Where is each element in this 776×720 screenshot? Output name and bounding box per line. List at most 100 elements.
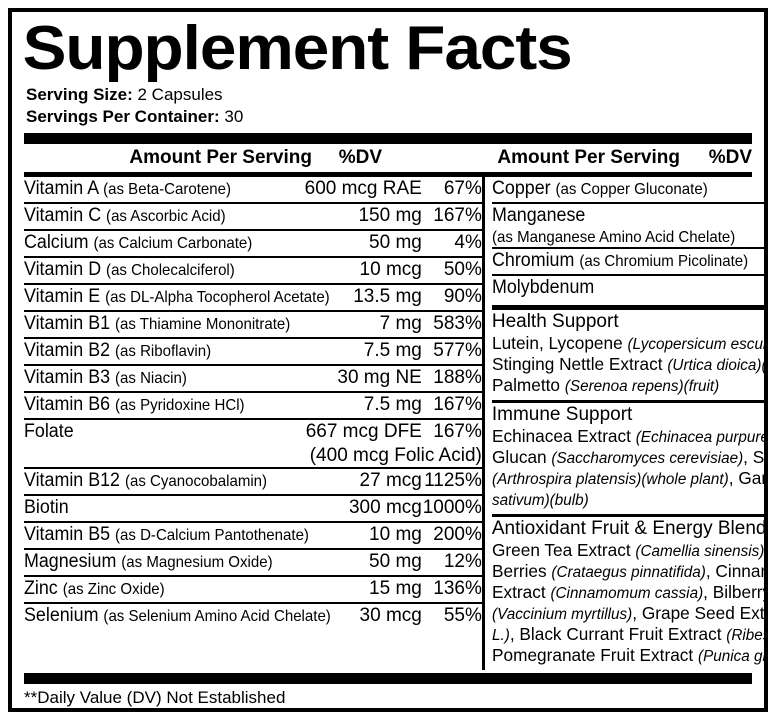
nutrient-percent-dv: 200% <box>433 523 482 545</box>
nutrient-percent-dv: 167% <box>433 393 482 415</box>
nutrient-row: Folate 667 mcg DFE 167% <box>24 420 482 445</box>
percent-dv-label-right: %DV <box>708 146 752 168</box>
nutrient-amount: 50 mg <box>369 550 422 572</box>
rule-above-footnote <box>24 672 752 684</box>
servings-per-container-value: 30 <box>224 107 244 127</box>
nutrient-amount: 15 mg <box>369 577 422 599</box>
nutrient-row: Zinc (as Zinc Oxide) 15 mg 136% <box>24 577 482 604</box>
nutrient-row: Copper (as Copper Gluconate)2 mg222% <box>491 177 764 204</box>
nutrient-amount: 120 mcg <box>764 250 768 272</box>
nutrient-percent-dv: 67% <box>443 177 482 199</box>
nutrient-amount: 10 mcg <box>359 258 422 280</box>
nutrient-percent-dv: 583% <box>433 312 482 334</box>
serving-size-line: Serving Size: 2 Capsules <box>26 84 764 106</box>
header-gap <box>382 144 394 172</box>
nutrient-name: Molybdenum <box>491 277 595 299</box>
nutrient-amount: 150 mg <box>358 204 422 226</box>
servings-per-container-label: Servings Per Container: <box>26 107 220 127</box>
nutrient-row-group: Manganese2 mg87%(as Manganese Amino Acid… <box>491 204 764 250</box>
nutrient-name: Manganese <box>491 204 586 226</box>
nutrient-row: Vitamin B2 (as Riboflavin) 7.5 mg 577% <box>24 339 482 366</box>
nutrient-percent-dv: 90% <box>443 285 482 307</box>
nutrient-percent-dv: 136% <box>433 577 482 599</box>
blend-ingredients: Green Tea Extract (Camellia sinensis)(le… <box>491 540 768 665</box>
nutrient-row: Vitamin B1 (as Thiamine Mononitrate) 7 mg… <box>24 312 482 339</box>
nutrient-name: Vitamin B6 (as Pyridoxine HCl) <box>24 393 245 415</box>
nutrient-row: Vitamin D (as Cholecalciferol) 10 mcg 50% <box>24 258 482 285</box>
nutrient-name: Vitamin E (as DL-Alpha Tocopherol Acetat… <box>24 285 330 307</box>
nutrient-name: Vitamin B1 (as Thiamine Mononitrate) <box>24 312 291 334</box>
nutrient-row: Vitamin B5 (as D-Calcium Pantothenate) 10… <box>24 523 482 550</box>
nutrient-percent-dv: 55% <box>443 604 482 626</box>
nutrient-name: Vitamin A (as Beta-Carotene) <box>24 177 232 199</box>
rule-thick-top <box>24 132 752 144</box>
blend-header: Antioxidant Fruit & Energy Blend190mg** <box>491 517 767 540</box>
serving-info: Serving Size: 2 Capsules Servings Per Co… <box>12 80 764 131</box>
nutrient-amount: 7 mg <box>379 312 422 334</box>
amount-per-serving-label-left: Amount Per Serving <box>129 146 312 168</box>
nutrient-percent-dv: 1000% <box>422 496 482 518</box>
nutrient-name: Biotin <box>24 496 69 518</box>
rule-under-headers <box>24 171 752 177</box>
rule-above-blends <box>491 305 764 311</box>
nutrient-row: Vitamin B12 (as Cyanocobalamin) 27 mcg 112… <box>24 469 482 496</box>
amount-per-serving-label-right: Amount Per Serving <box>497 146 680 168</box>
daily-value-footnote: **Daily Value (DV) Not Established <box>24 687 286 707</box>
nutrient-subline: (as Manganese Amino Acid Chelate) <box>491 228 736 246</box>
nutrient-column-left: Vitamin A (as Beta-Carotene) 600 mcg RAE 6… <box>24 177 482 670</box>
nutrient-row: Vitamin C (as Ascorbic Acid) 150 mg 167% <box>24 204 482 231</box>
nutrient-row: Vitamin A (as Beta-Carotene) 600 mcg RAE 6… <box>24 177 482 204</box>
nutrient-amount: 13.5 mg <box>353 285 422 307</box>
nutrient-subline: (400 mcg Folic Acid) <box>309 444 482 466</box>
nutrient-row: Chromium (as Chromium Picolinate) 120 mcg… <box>491 249 768 277</box>
nutrient-name: Vitamin B2 (as Riboflavin) <box>24 339 212 361</box>
nutrient-name: Vitamin D (as Cholecalciferol) <box>24 258 235 280</box>
column-headers: Amount Per Serving %DV Amount Per Servin… <box>24 144 752 172</box>
nutrient-percent-dv: 167% <box>433 204 482 226</box>
blend-ingredients: Lutein, Lycopene (Lycopersicum esculentu… <box>491 333 767 396</box>
nutrient-amount: 667 mcg DFE <box>305 420 422 442</box>
nutrient-row-group: Folate 667 mcg DFE 167% (400 mcg Folic Acid… <box>24 420 482 469</box>
nutrient-row: Selenium (as Selenium Amino Acid Chelate… <box>24 604 482 631</box>
nutrient-amount: 27 mcg <box>359 469 422 491</box>
nutrient-amount: 10 mg <box>369 523 422 545</box>
supplement-facts-panel: Supplement Facts Serving Size: 2 Capsule… <box>8 8 768 712</box>
nutrient-amount: 50 mg <box>369 231 422 253</box>
mineral-rows: Copper (as Copper Gluconate)2 mg222%Mang… <box>491 177 768 303</box>
nutrient-percent-dv: 167% <box>433 420 482 442</box>
nutrient-amount: 30 mcg <box>359 604 422 626</box>
column-header-left: Amount Per Serving %DV <box>24 144 382 172</box>
nutrient-amount: 7.5 mg <box>363 393 422 415</box>
nutrient-name: Copper (as Copper Gluconate) <box>491 177 708 199</box>
nutrient-percent-dv: 577% <box>433 339 482 361</box>
nutrient-name: Vitamin B5 (as D-Calcium Pantothenate) <box>24 523 309 545</box>
blend-section: Health Support170 mg**Lutein, Lycopene (… <box>491 310 767 404</box>
nutrient-name: Calcium (as Calcium Carbonate) <box>24 231 253 253</box>
nutrient-row: Vitamin B6 (as Pyridoxine HCl) 7.5 mg 167% <box>24 393 482 420</box>
page-title: Supplement Facts <box>22 14 573 83</box>
nutrient-amount: 300 mcg <box>348 496 422 518</box>
nutrient-name: Zinc (as Zinc Oxide) <box>24 577 165 599</box>
nutrient-name: Magnesium (as Magnesium Oxide) <box>24 550 273 572</box>
nutrient-name: Folate <box>24 420 74 442</box>
blend-name: Immune Support <box>491 404 633 426</box>
nutrient-percent-dv: 12% <box>443 550 482 572</box>
blend-name: Antioxidant Fruit & Energy Blend <box>491 518 767 540</box>
blend-name: Health Support <box>491 311 619 333</box>
nutrient-columns: Vitamin A (as Beta-Carotene) 600 mcg RAE 6… <box>24 176 764 670</box>
nutrient-name: Selenium (as Selenium Amino Acid Chelate… <box>24 604 331 626</box>
nutrient-percent-dv: 188% <box>433 366 482 388</box>
blend-header: Health Support170 mg** <box>491 310 764 333</box>
nutrient-column-right: Copper (as Copper Gluconate)2 mg222%Mang… <box>481 176 768 670</box>
servings-per-container-line: Servings Per Container: 30 <box>26 106 764 128</box>
nutrient-row: Magnesium (as Magnesium Oxide) 50 mg 12% <box>24 550 482 577</box>
proprietary-blends: Health Support170 mg**Lutein, Lycopene (… <box>491 310 768 670</box>
blend-ingredients: Echinacea Extract (Echinacea purpurea)(a… <box>491 426 768 510</box>
nutrient-amount: 600 mcg RAE <box>304 177 422 199</box>
nutrient-row: Calcium (as Calcium Carbonate) 50 mg 4% <box>24 231 482 258</box>
nutrient-name: Vitamin B3 (as Niacin) <box>24 366 187 388</box>
serving-size-value: 2 Capsules <box>137 85 223 104</box>
nutrient-row: Vitamin B3 (as Niacin) 30 mg NE 188% <box>24 366 482 393</box>
nutrient-percent-dv: 4% <box>454 231 482 253</box>
nutrient-row: Manganese2 mg87% <box>491 204 764 229</box>
